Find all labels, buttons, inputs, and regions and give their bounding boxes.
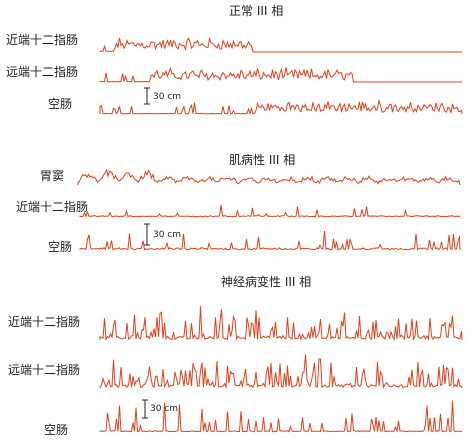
panel-1-scale-bar: [144, 87, 150, 105]
panel-1-trace-1: [99, 36, 462, 53]
panel-1-scale-label: 30 cm: [153, 92, 182, 102]
panel-1-trace-3: [99, 98, 463, 116]
panel-2-trace-2-label: 近端十二指肠: [16, 200, 89, 214]
panel-3-trace-3: [99, 400, 463, 433]
panel-2-title: 肌病性 III 相: [229, 153, 296, 167]
panel-1-title: 正常 III 相: [229, 4, 284, 18]
panel-3-scale-bar: [142, 399, 148, 419]
panel-2-trace-3: [79, 230, 461, 251]
panel-3-trace-1-label: 近端十二指肠: [8, 315, 81, 329]
panel-3-trace-2: [99, 354, 463, 389]
panel-1-trace-1-label: 近端十二指肠: [6, 33, 79, 47]
trace-group: [77, 36, 463, 433]
panel-3-trace-2-label: 远端十二指肠: [8, 363, 81, 377]
panel-3-title: 神经病变性 III 相: [221, 275, 312, 289]
panel-3-trace-3-label: 空肠: [44, 423, 69, 437]
panel-2-scale-bar: [144, 223, 150, 246]
panel-1-trace-2-label: 远端十二指肠: [6, 65, 79, 79]
panel-2-trace-1-label: 胃窦: [40, 169, 65, 183]
panel-2-scale-label: 30 cm: [153, 230, 182, 240]
panel-2-trace-1: [77, 168, 461, 186]
panel-2-trace-2: [79, 204, 461, 218]
panel-1-trace-2: [99, 66, 462, 83]
panel-3-trace-1: [99, 306, 463, 342]
panel-2-trace-3-label: 空肠: [48, 240, 73, 254]
panel-1-trace-3-label: 空肠: [48, 97, 73, 111]
